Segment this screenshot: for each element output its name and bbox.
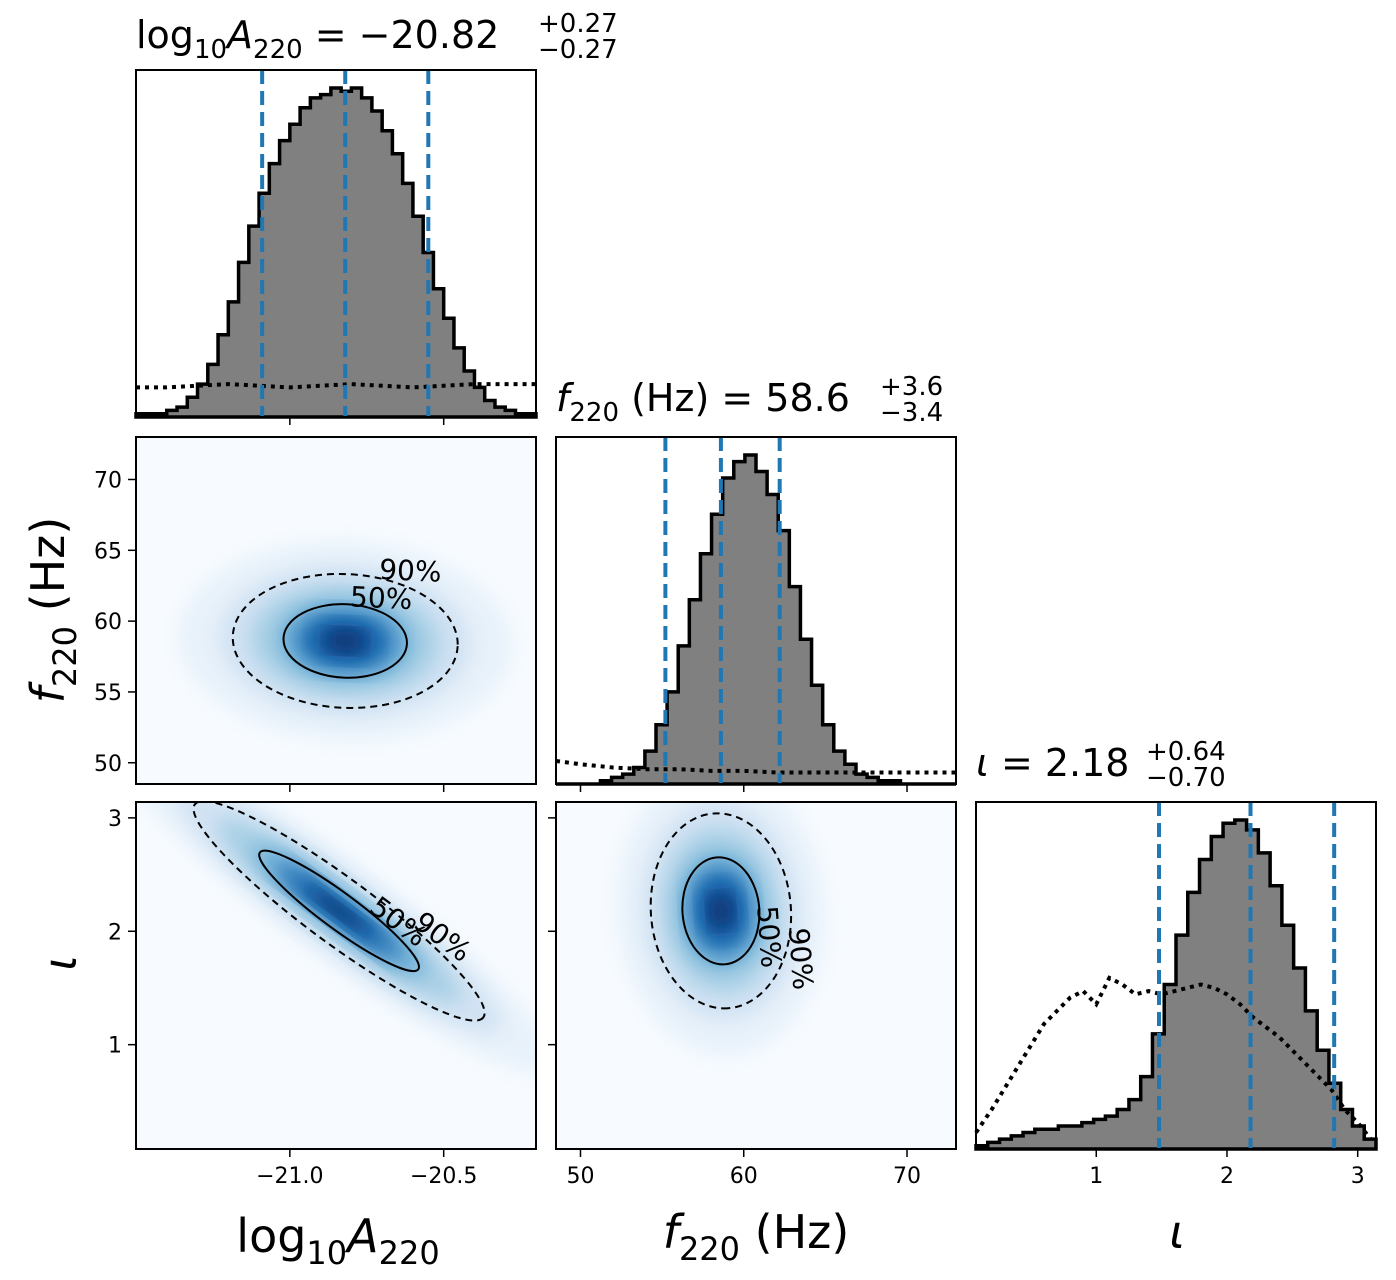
prior-curve <box>555 758 956 775</box>
title-f: f220 (Hz) = 58.6 <box>556 376 850 428</box>
x-tick-label: 1 <box>1089 1164 1103 1189</box>
x-tick-label: 3 <box>1351 1164 1365 1189</box>
panel-frame <box>555 436 957 785</box>
panel-frame <box>555 801 957 1150</box>
panel-joint-logA-f: 50%90% 50 55 60 65 70 <box>94 436 537 792</box>
density-layer: 50%90% <box>177 541 513 741</box>
posterior-hist-edge <box>134 86 538 419</box>
y-tick-label: 2 <box>108 920 122 945</box>
contour-label: 90% <box>379 553 443 589</box>
contour-label: 90% <box>782 927 820 992</box>
contour-50pct <box>681 856 761 966</box>
contour-90pct <box>192 802 486 1022</box>
title-f-plus: +3.6 <box>880 372 943 402</box>
posterior-hist-fill <box>136 88 536 417</box>
title-f-minus: −3.4 <box>880 398 943 428</box>
x-tick-label: −21.0 <box>256 1164 323 1189</box>
panel-frame <box>135 436 537 785</box>
xlabel-f: f220 (Hz) <box>663 1205 850 1268</box>
density-blob <box>315 893 363 929</box>
prior-curve <box>974 975 1373 1141</box>
y-tick-label: 3 <box>108 807 122 832</box>
x-tick-label: 50 <box>566 1164 594 1189</box>
panel-frame <box>975 801 1377 1150</box>
xlabel-logA: log10A220 <box>236 1209 439 1272</box>
title-iota-minus: −0.70 <box>1146 763 1226 793</box>
panel-frame <box>135 69 537 418</box>
y-tick-label: 55 <box>94 681 122 706</box>
panel-hist-logA <box>134 69 538 425</box>
panel-frame <box>135 801 537 1150</box>
contour-label: 50% <box>750 905 788 970</box>
density-layer: 50%90% <box>616 802 826 1057</box>
contour-50pct <box>258 849 420 973</box>
title-iota-plus: +0.64 <box>1146 737 1226 767</box>
posterior-hist-edge <box>974 818 1378 1151</box>
panel-joint-logA-iota: 50%90% −21.0 −20.5 1 2 3 <box>108 801 537 1189</box>
y-tick-label: 1 <box>108 1034 122 1059</box>
y-tick-label: 70 <box>94 468 122 493</box>
contour-50pct <box>282 603 408 679</box>
density-blob <box>709 894 733 927</box>
xlabel-iota: ι <box>1169 1205 1185 1259</box>
ylabel-f: f220 (Hz) <box>21 517 84 704</box>
panel-hist-f <box>555 436 957 792</box>
x-tick-label: 70 <box>893 1164 921 1189</box>
y-tick-label: 50 <box>94 752 122 777</box>
y-tick-label: 60 <box>94 610 122 635</box>
ylabel-iota: ι <box>33 955 87 971</box>
y-tick-label: 65 <box>94 539 122 564</box>
contour-label: 50% <box>349 580 413 616</box>
panel-hist-iota: 1 2 3 <box>974 801 1378 1189</box>
x-tick-label: 60 <box>730 1164 758 1189</box>
title-iota: ι = 2.18 <box>976 741 1129 785</box>
title-logA-plus: +0.27 <box>538 9 618 39</box>
title-logA-minus: −0.27 <box>538 35 618 65</box>
posterior-hist-edge <box>556 453 956 786</box>
title-logA: log10A220 = −20.82 <box>136 13 499 65</box>
panel-joint-f-iota: 50%90% 50 60 70 <box>548 801 957 1189</box>
posterior-hist-fill <box>556 455 956 784</box>
density-layer: 50%90% <box>136 802 536 1075</box>
contour-90pct <box>231 572 459 709</box>
contour-90pct <box>649 812 793 1010</box>
x-tick-label: −20.5 <box>410 1164 477 1189</box>
density-blob <box>326 630 364 652</box>
x-tick-label: 2 <box>1220 1164 1234 1189</box>
